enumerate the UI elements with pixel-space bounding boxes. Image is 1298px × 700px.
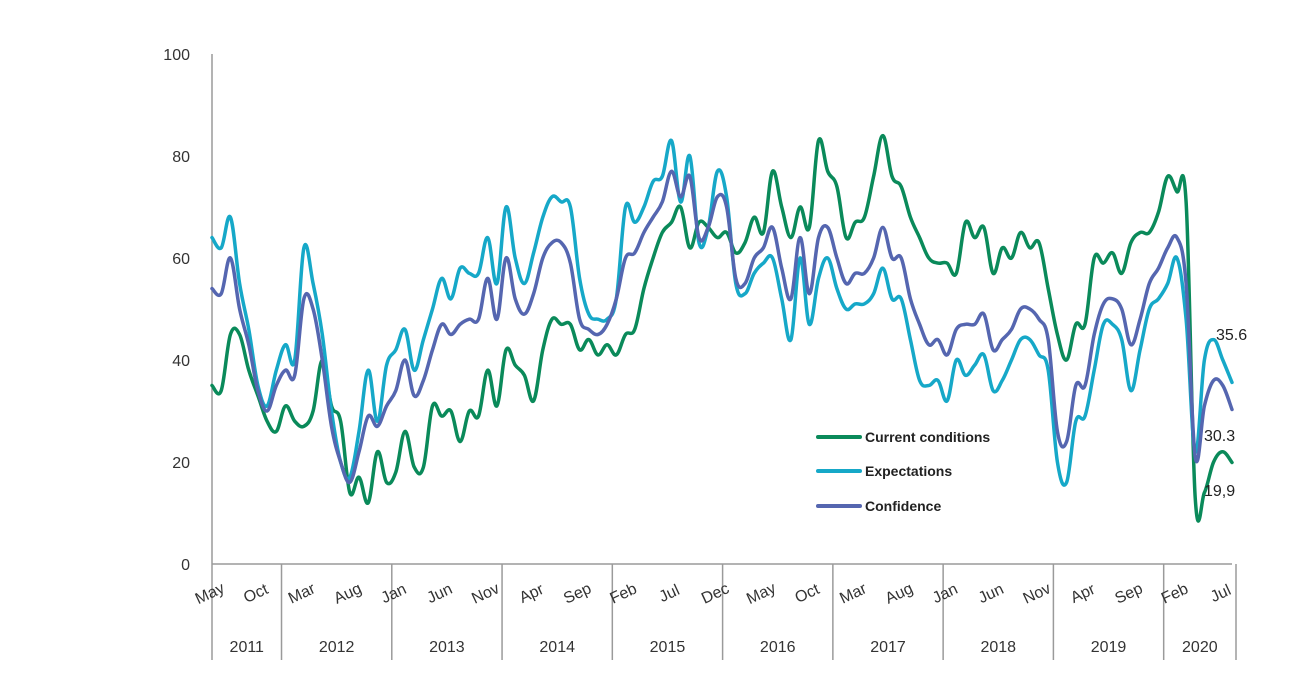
y-tick-label: 20 <box>172 455 190 472</box>
month-tick-label: Jun <box>425 581 456 607</box>
month-tick-label: Jun <box>976 581 1007 607</box>
month-tick-label: Mar <box>286 580 319 607</box>
year-label: 2014 <box>539 639 575 656</box>
month-tick-label: Oct <box>793 581 823 607</box>
end-value-label: 35.6 <box>1216 327 1247 344</box>
series-lines <box>210 133 1234 523</box>
y-tick-label: 100 <box>163 47 190 64</box>
x-axis: 2011 2012 2013 2014 2015 2016 2017 2018 2019 2020… <box>193 563 1237 660</box>
month-tick-label: Apr <box>1068 581 1098 607</box>
month-tick-label: Nov <box>1021 580 1054 607</box>
legend-item: Confidence <box>816 498 941 514</box>
year-label: 2018 <box>980 639 1016 656</box>
year-label: 2013 <box>429 639 465 656</box>
legend-label: Confidence <box>865 498 941 514</box>
series-line-confidence <box>210 169 1234 485</box>
month-tick-label: May <box>744 580 779 608</box>
y-tick-label: 80 <box>172 149 190 166</box>
year-label: 2020 <box>1182 639 1218 656</box>
end-value-label: 30.3 <box>1204 428 1235 445</box>
y-axis: 0 20 40 60 80 100 <box>163 47 213 574</box>
month-tick-label: Sep <box>1113 580 1146 607</box>
month-tick-label: Sep <box>561 580 594 607</box>
legend-item: Expectations <box>816 463 952 479</box>
month-tick-label: Jul <box>1208 582 1234 606</box>
legend-label: Expectations <box>865 463 952 479</box>
year-label: 2011 <box>230 639 265 656</box>
month-tick-label: Mar <box>837 580 870 607</box>
end-value-label: 19,9 <box>1204 483 1235 500</box>
month-tick-label: Dec <box>699 580 732 607</box>
series-line-expectations <box>210 138 1234 487</box>
month-tick-label: Apr <box>517 581 547 607</box>
month-tick-label: Jan <box>379 581 410 607</box>
month-tick-label: Aug <box>331 580 364 607</box>
y-tick-label: 40 <box>172 353 190 370</box>
month-tick-label: Oct <box>241 581 271 607</box>
legend-item: Current conditions <box>816 429 990 445</box>
month-tick-label: Jul <box>657 582 683 606</box>
y-tick-label: 60 <box>172 251 190 268</box>
month-tick-label: Aug <box>883 580 916 607</box>
legend-label: Current conditions <box>865 429 990 445</box>
month-tick-label: Jan <box>930 581 961 607</box>
year-label: 2017 <box>870 639 906 656</box>
month-tick-label: Nov <box>469 580 502 607</box>
year-label: 2012 <box>319 639 355 656</box>
month-tick-label: May <box>193 580 228 608</box>
year-label: 2015 <box>650 639 686 656</box>
legend: Current conditions Expectations Confidence <box>816 429 990 514</box>
y-tick-label: 0 <box>181 557 190 574</box>
year-label: 2016 <box>760 639 796 656</box>
year-label: 2019 <box>1091 639 1127 656</box>
end-labels: 19,9 35.6 30.3 <box>1204 327 1247 500</box>
